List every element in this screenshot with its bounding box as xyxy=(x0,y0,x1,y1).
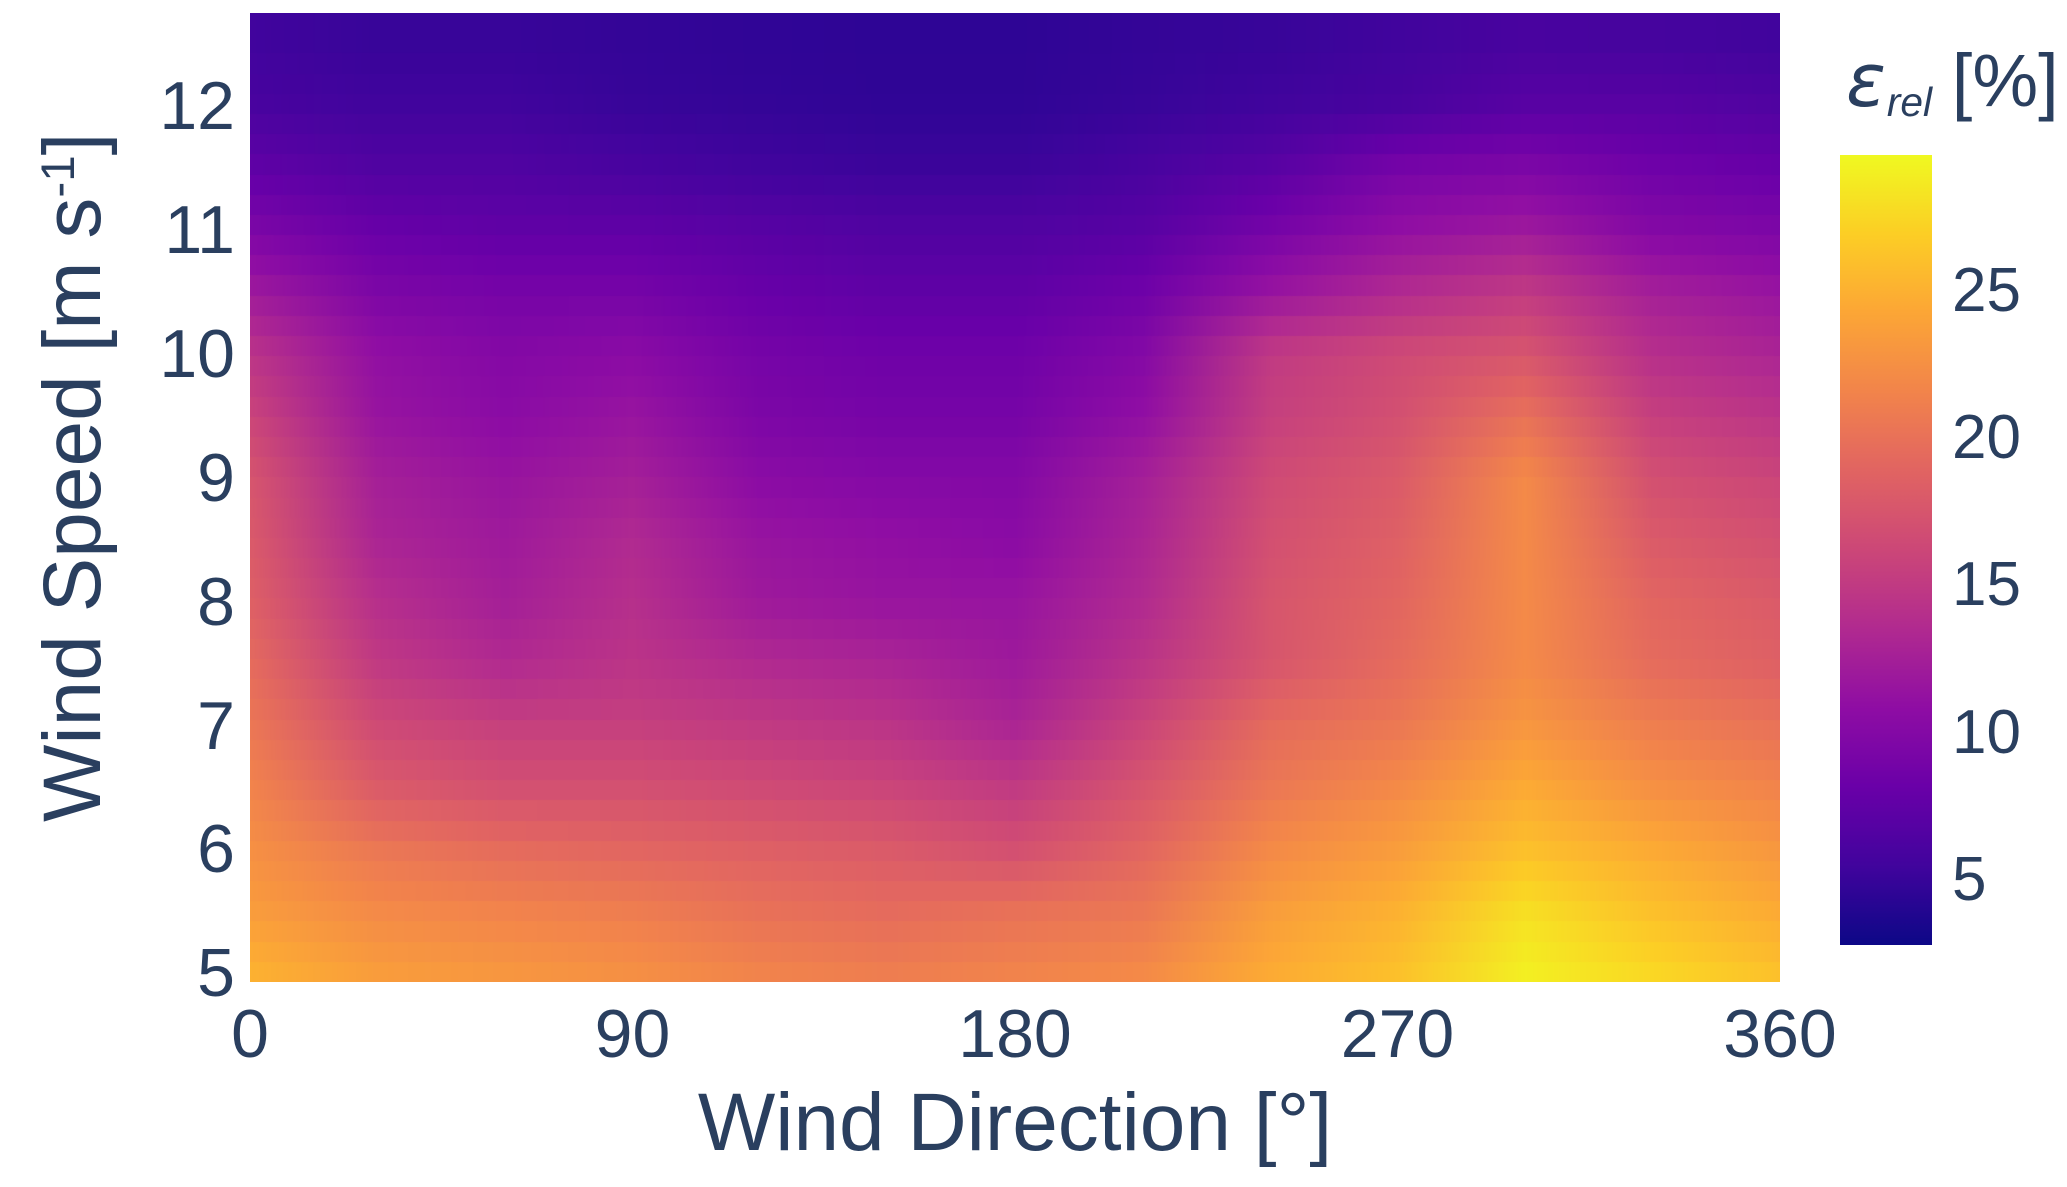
y-tick-label-5: 5 xyxy=(197,935,235,1012)
x-tick-label-0: 0 xyxy=(231,996,269,1072)
x-axis-title: Wind Direction [°] xyxy=(250,1077,1780,1168)
y-tick-label-10: 10 xyxy=(159,315,235,392)
colorbar-tick-label-5: 5 xyxy=(1952,845,1987,915)
y-tick-label-12: 12 xyxy=(159,67,235,144)
x-tick-label-180: 180 xyxy=(958,996,1072,1072)
colorbar-unit: [%] xyxy=(1931,39,2059,122)
y-tick-label-9: 9 xyxy=(197,439,235,516)
colorbar-tick-label-10: 10 xyxy=(1952,697,2021,767)
heatmap-canvas xyxy=(250,13,1780,982)
colorbar-title: εrel [%] xyxy=(1846,38,2059,126)
y-tick-label-8: 8 xyxy=(197,563,235,640)
x-tick-label-360: 360 xyxy=(1723,996,1837,1072)
y-tick-label-7: 7 xyxy=(197,687,235,764)
epsilon-symbol: ε xyxy=(1846,38,1886,124)
y-axis-title-superscript: -1 xyxy=(31,155,85,198)
colorbar-gradient xyxy=(1840,155,1932,945)
colorbar-tick-label-25: 25 xyxy=(1952,255,2021,325)
y-tick-label-6: 6 xyxy=(197,811,235,888)
colorbar-tick-label-20: 20 xyxy=(1952,402,2021,472)
x-tick-label-270: 270 xyxy=(1340,996,1455,1072)
y-tick-label-11: 11 xyxy=(164,191,235,268)
epsilon-subscript: rel xyxy=(1886,79,1933,126)
x-axis-title-text: Wind Direction [°] xyxy=(697,1077,1333,1168)
x-tick-label-90: 90 xyxy=(594,996,671,1072)
colorbar-tick-label-15: 15 xyxy=(1952,550,2021,620)
